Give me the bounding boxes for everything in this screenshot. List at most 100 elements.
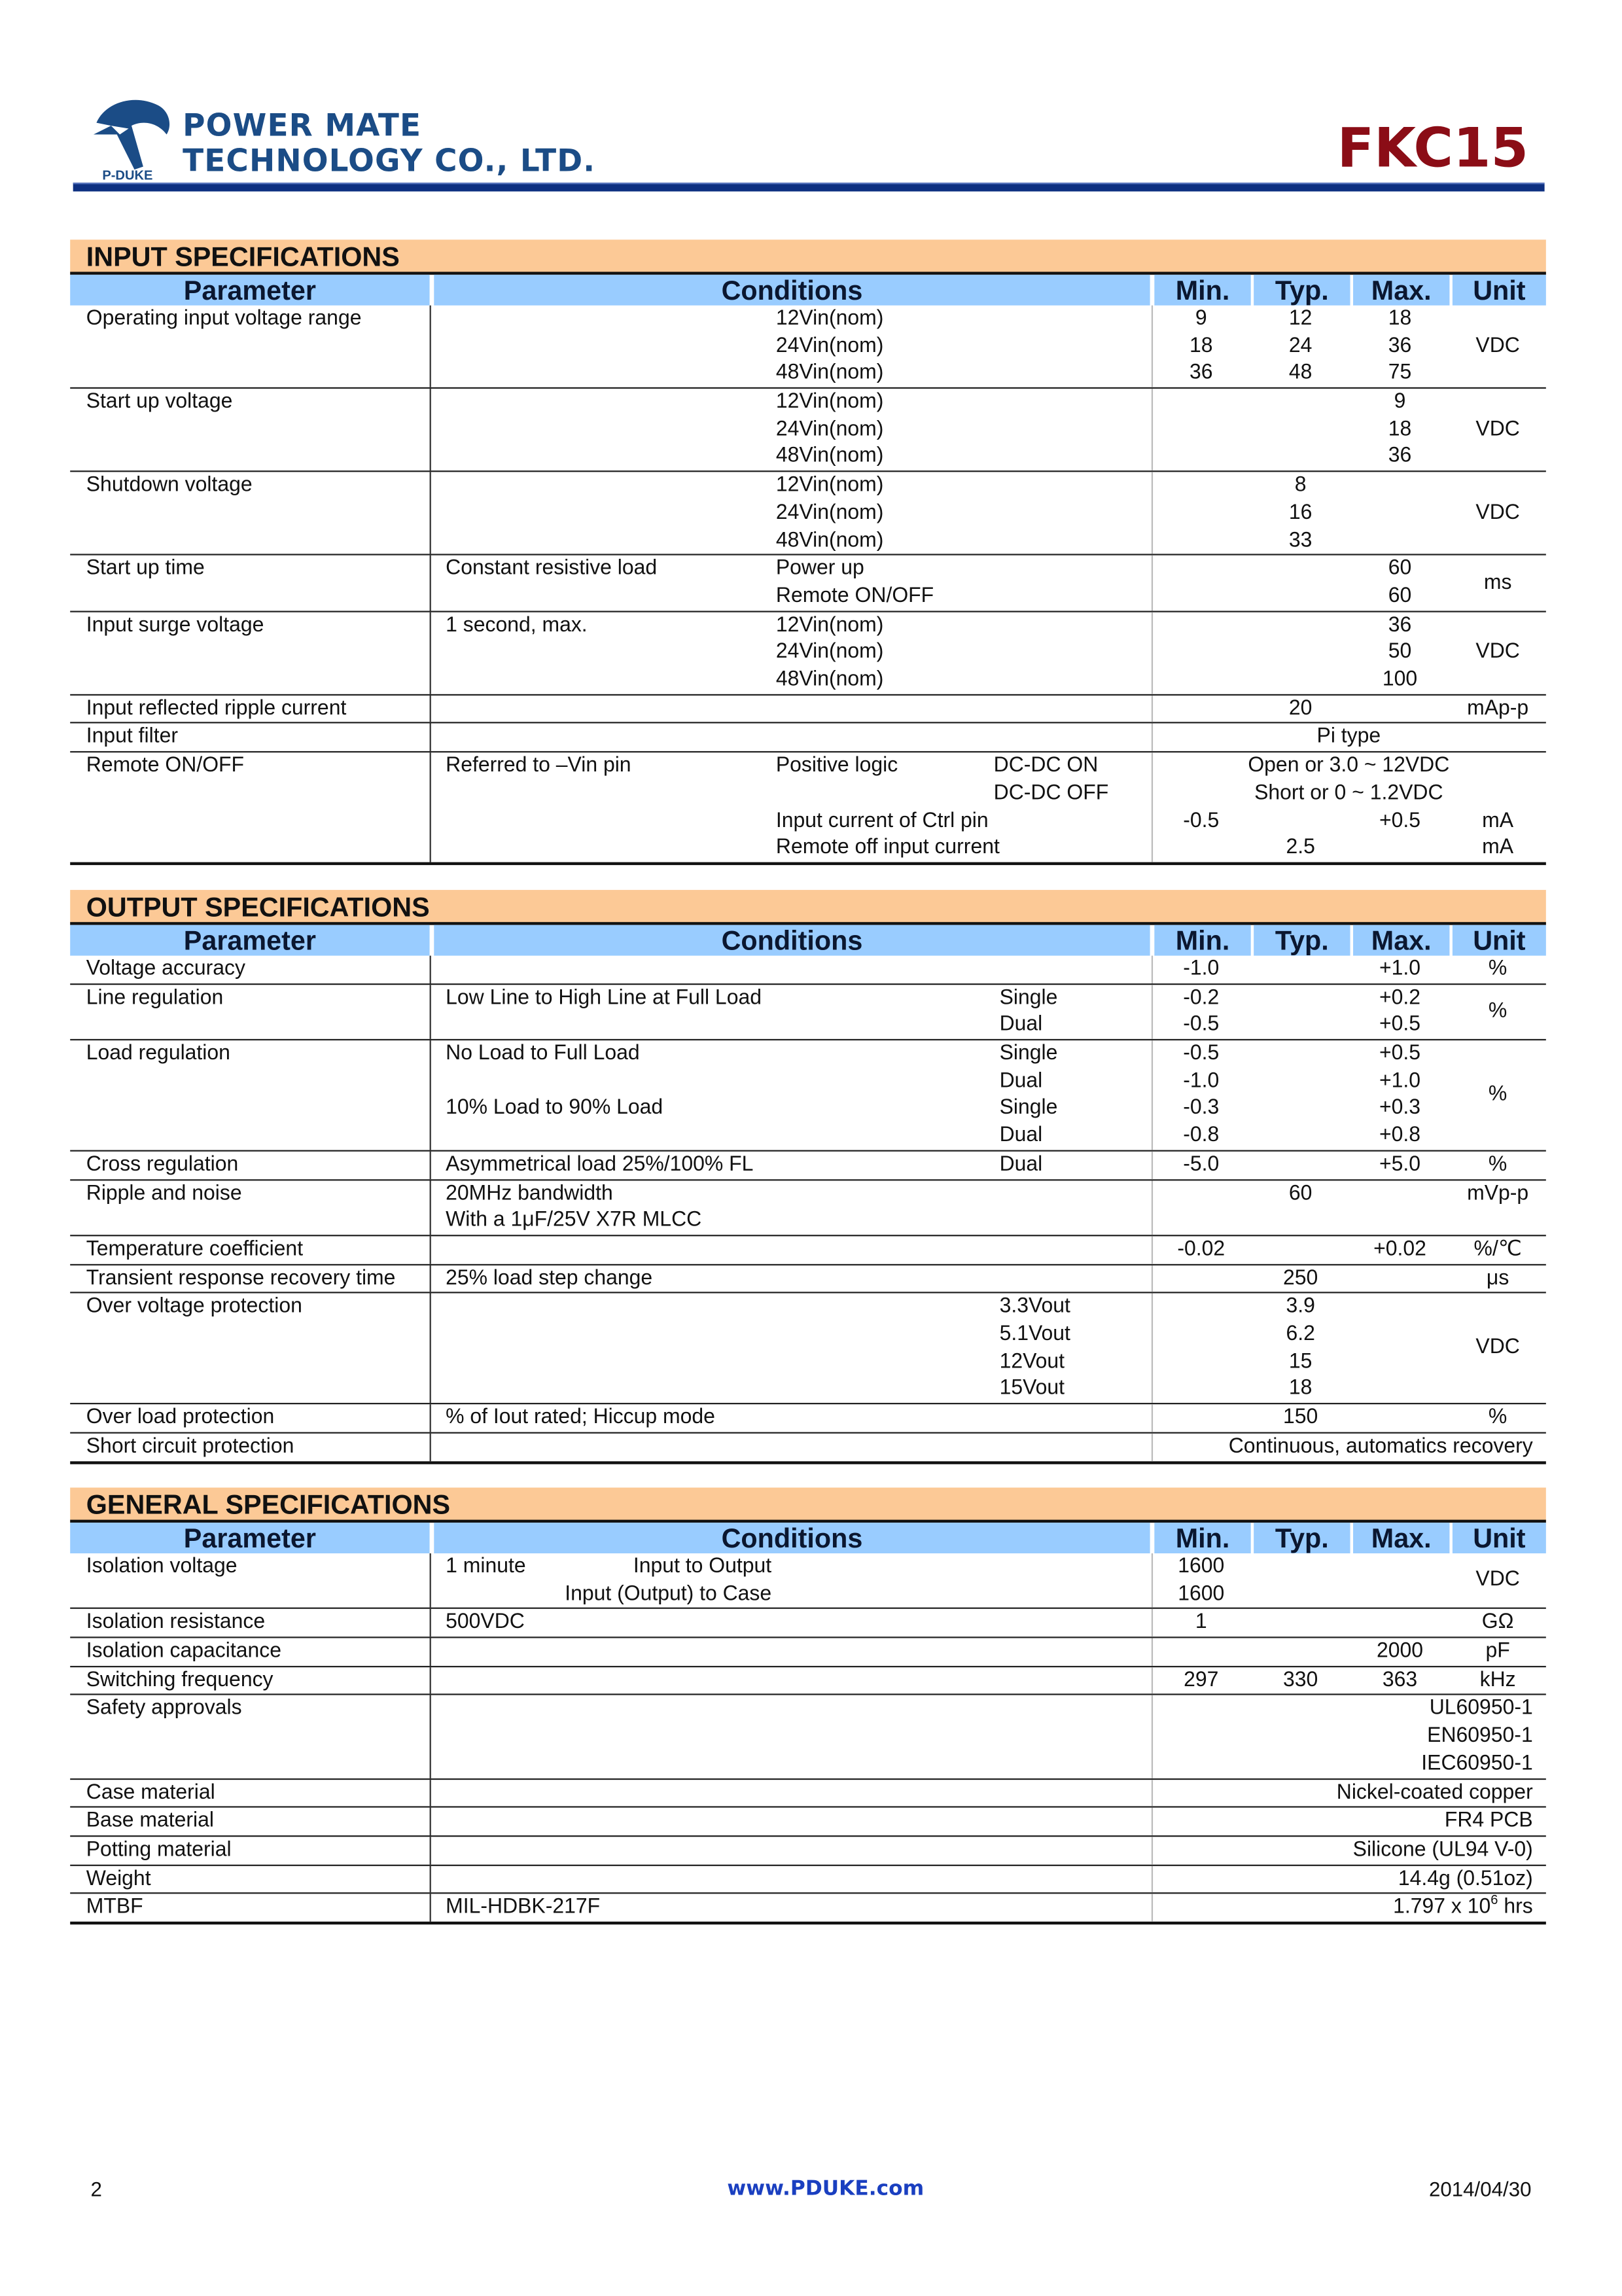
- condition-text: 15Vout: [999, 1377, 1065, 1401]
- unit-cell: %: [1449, 985, 1545, 1040]
- condition-text: 10% Load to 90% Load: [446, 1096, 663, 1120]
- value-unit: hrs: [1498, 1896, 1533, 1919]
- min-value: -5.0: [1183, 1152, 1220, 1176]
- max-value: [1350, 752, 1450, 780]
- condition-text: Power up: [775, 557, 864, 581]
- condition-cell: 1 second, max.: [446, 612, 588, 694]
- min-value-cell: -0.02: [1152, 1236, 1251, 1263]
- unit-text: ms: [1483, 571, 1512, 595]
- column-divider: [1151, 612, 1154, 694]
- value-cell: FR4 PCB: [1152, 1808, 1533, 1835]
- condition-text: Dual: [999, 1069, 1043, 1093]
- condition-text: 1 minute: [446, 1555, 526, 1578]
- value-cell: Silicone (UL94 V-0): [1152, 1837, 1533, 1864]
- column-divider: [429, 1638, 431, 1666]
- min-value: -0.3: [1183, 1096, 1220, 1120]
- column-divider: [1151, 1040, 1154, 1150]
- unit-text: μs: [1486, 1266, 1509, 1290]
- typ-value-cell: 330: [1251, 1667, 1350, 1695]
- condition-text: DC-DC OFF: [993, 781, 1109, 805]
- column-divider: [1151, 1609, 1154, 1637]
- max-value-cell: +0.5: [1350, 752, 1450, 862]
- parameter-cell: Over voltage protection: [86, 1294, 302, 1321]
- condition-cell: Single Dual: [1000, 985, 1058, 1039]
- min-value: -0.5: [1183, 809, 1220, 832]
- condition-cell: Asymmetrical load 25%/100% FL: [446, 1152, 753, 1179]
- column-header-unit: Unit: [1452, 1523, 1546, 1553]
- column-divider: [429, 1695, 431, 1778]
- section-title: GENERAL SPECIFICATIONS: [70, 1487, 1546, 1523]
- unit-cell: %: [1449, 1040, 1545, 1150]
- parameter-name: Cross regulation: [86, 1152, 239, 1176]
- parameter-name: Voltage accuracy: [86, 957, 245, 981]
- parameter-name: Transient response recovery time: [86, 1266, 396, 1290]
- value-cell: 14.4g (0.51oz): [1152, 1865, 1533, 1893]
- unit-cell: VDC: [1449, 472, 1545, 554]
- value-text: Nickel-coated copper: [1152, 1779, 1533, 1807]
- column-divider: [1151, 1695, 1154, 1778]
- general-specifications-table: GENERAL SPECIFICATIONS Parameter Condition…: [70, 1487, 1546, 1925]
- condition-cell: Constant resistive load: [446, 556, 657, 610]
- value-text: UL60950-1: [1152, 1696, 1533, 1723]
- column-divider: [1151, 1553, 1154, 1608]
- unit-cell: %/℃: [1449, 1236, 1545, 1263]
- column-header-typ: Typ.: [1254, 1523, 1350, 1553]
- unit-text: VDC: [1475, 641, 1520, 664]
- typ-value: [1251, 807, 1350, 835]
- min-value: 1600: [1178, 1555, 1225, 1578]
- max-value: 36: [1388, 444, 1412, 468]
- table-row: Load regulation No Load to Full Load 10% L…: [70, 1040, 1546, 1152]
- min-value: [1152, 780, 1251, 807]
- column-divider: [429, 1294, 431, 1404]
- unit-text: %: [1488, 1405, 1507, 1430]
- condition-cell: Power up Remote ON/OFF: [776, 556, 934, 610]
- max-value: [1350, 835, 1450, 862]
- parameter-name: Input filter: [86, 725, 178, 749]
- parameter-cell: Base material: [86, 1808, 214, 1835]
- parameter-name: Safety approvals: [86, 1697, 242, 1721]
- parameter-name: Switching frequency: [86, 1668, 273, 1692]
- page-number: 2: [90, 2177, 102, 2201]
- website-link[interactable]: www.PDUKE.com: [727, 2177, 925, 2201]
- column-divider: [429, 1865, 431, 1893]
- min-value: -0.5: [1183, 1013, 1220, 1037]
- unit-cell: VDC: [1449, 389, 1545, 470]
- table-row: Isolation voltage 1 minute Input to Output…: [70, 1553, 1546, 1610]
- min-value: -0.5: [1183, 1042, 1220, 1066]
- condition-text: Single: [999, 1042, 1058, 1066]
- value-text: Open or 3.0 ~ 12VDC: [1152, 752, 1546, 780]
- unit-text: [1449, 780, 1545, 807]
- parameter-cell: Line regulation: [86, 985, 223, 1012]
- column-divider: [1151, 389, 1154, 471]
- value-main: FR4 PCB: [1444, 1809, 1533, 1833]
- typ-value-cell: 20: [1251, 696, 1350, 723]
- typ-value: 330: [1282, 1668, 1318, 1692]
- typ-value: 16: [1288, 501, 1313, 525]
- column-divider: [1151, 1433, 1154, 1461]
- condition-text: [994, 807, 1109, 835]
- unit-text: GΩ: [1481, 1610, 1514, 1634]
- typ-value: 48: [1288, 361, 1313, 385]
- unit-text: VDC: [1475, 417, 1520, 442]
- value-text: Continuous, automatics recovery: [1152, 1433, 1533, 1460]
- min-value-cell: -0.2 -0.5: [1152, 985, 1251, 1039]
- value-main: Short or 0 ~ 1.2VDC: [1254, 781, 1443, 805]
- condition-text: 12Vin(nom): [775, 306, 884, 330]
- parameter-name: Isolation resistance: [86, 1610, 266, 1634]
- condition-text: 24Vin(nom): [775, 501, 884, 525]
- parameter-cell: Input reflected ripple current: [86, 696, 347, 723]
- section-title: OUTPUT SPECIFICATIONS: [70, 890, 1546, 925]
- parameter-name: Shutdown voltage: [86, 474, 253, 497]
- column-header-max: Max.: [1353, 925, 1450, 956]
- unit-cell: mA mA: [1449, 752, 1545, 862]
- condition-text: Input current of Ctrl pin: [775, 809, 989, 832]
- input-specifications-table: INPUT SPECIFICATIONS Parameter Conditions M…: [70, 239, 1546, 865]
- condition-text: 12Vin(nom): [775, 474, 884, 497]
- parameter-name: Input reflected ripple current: [86, 696, 347, 720]
- max-value-cell: 60 60: [1350, 556, 1450, 610]
- min-value: 1600: [1178, 1581, 1225, 1606]
- column-header-conditions: Conditions: [434, 925, 1150, 956]
- table-header-row: Parameter Conditions Min. Typ. Max. Unit: [70, 925, 1546, 956]
- parameter-cell: Weight: [86, 1865, 151, 1893]
- max-value-cell: +0.2 +0.5: [1350, 985, 1450, 1039]
